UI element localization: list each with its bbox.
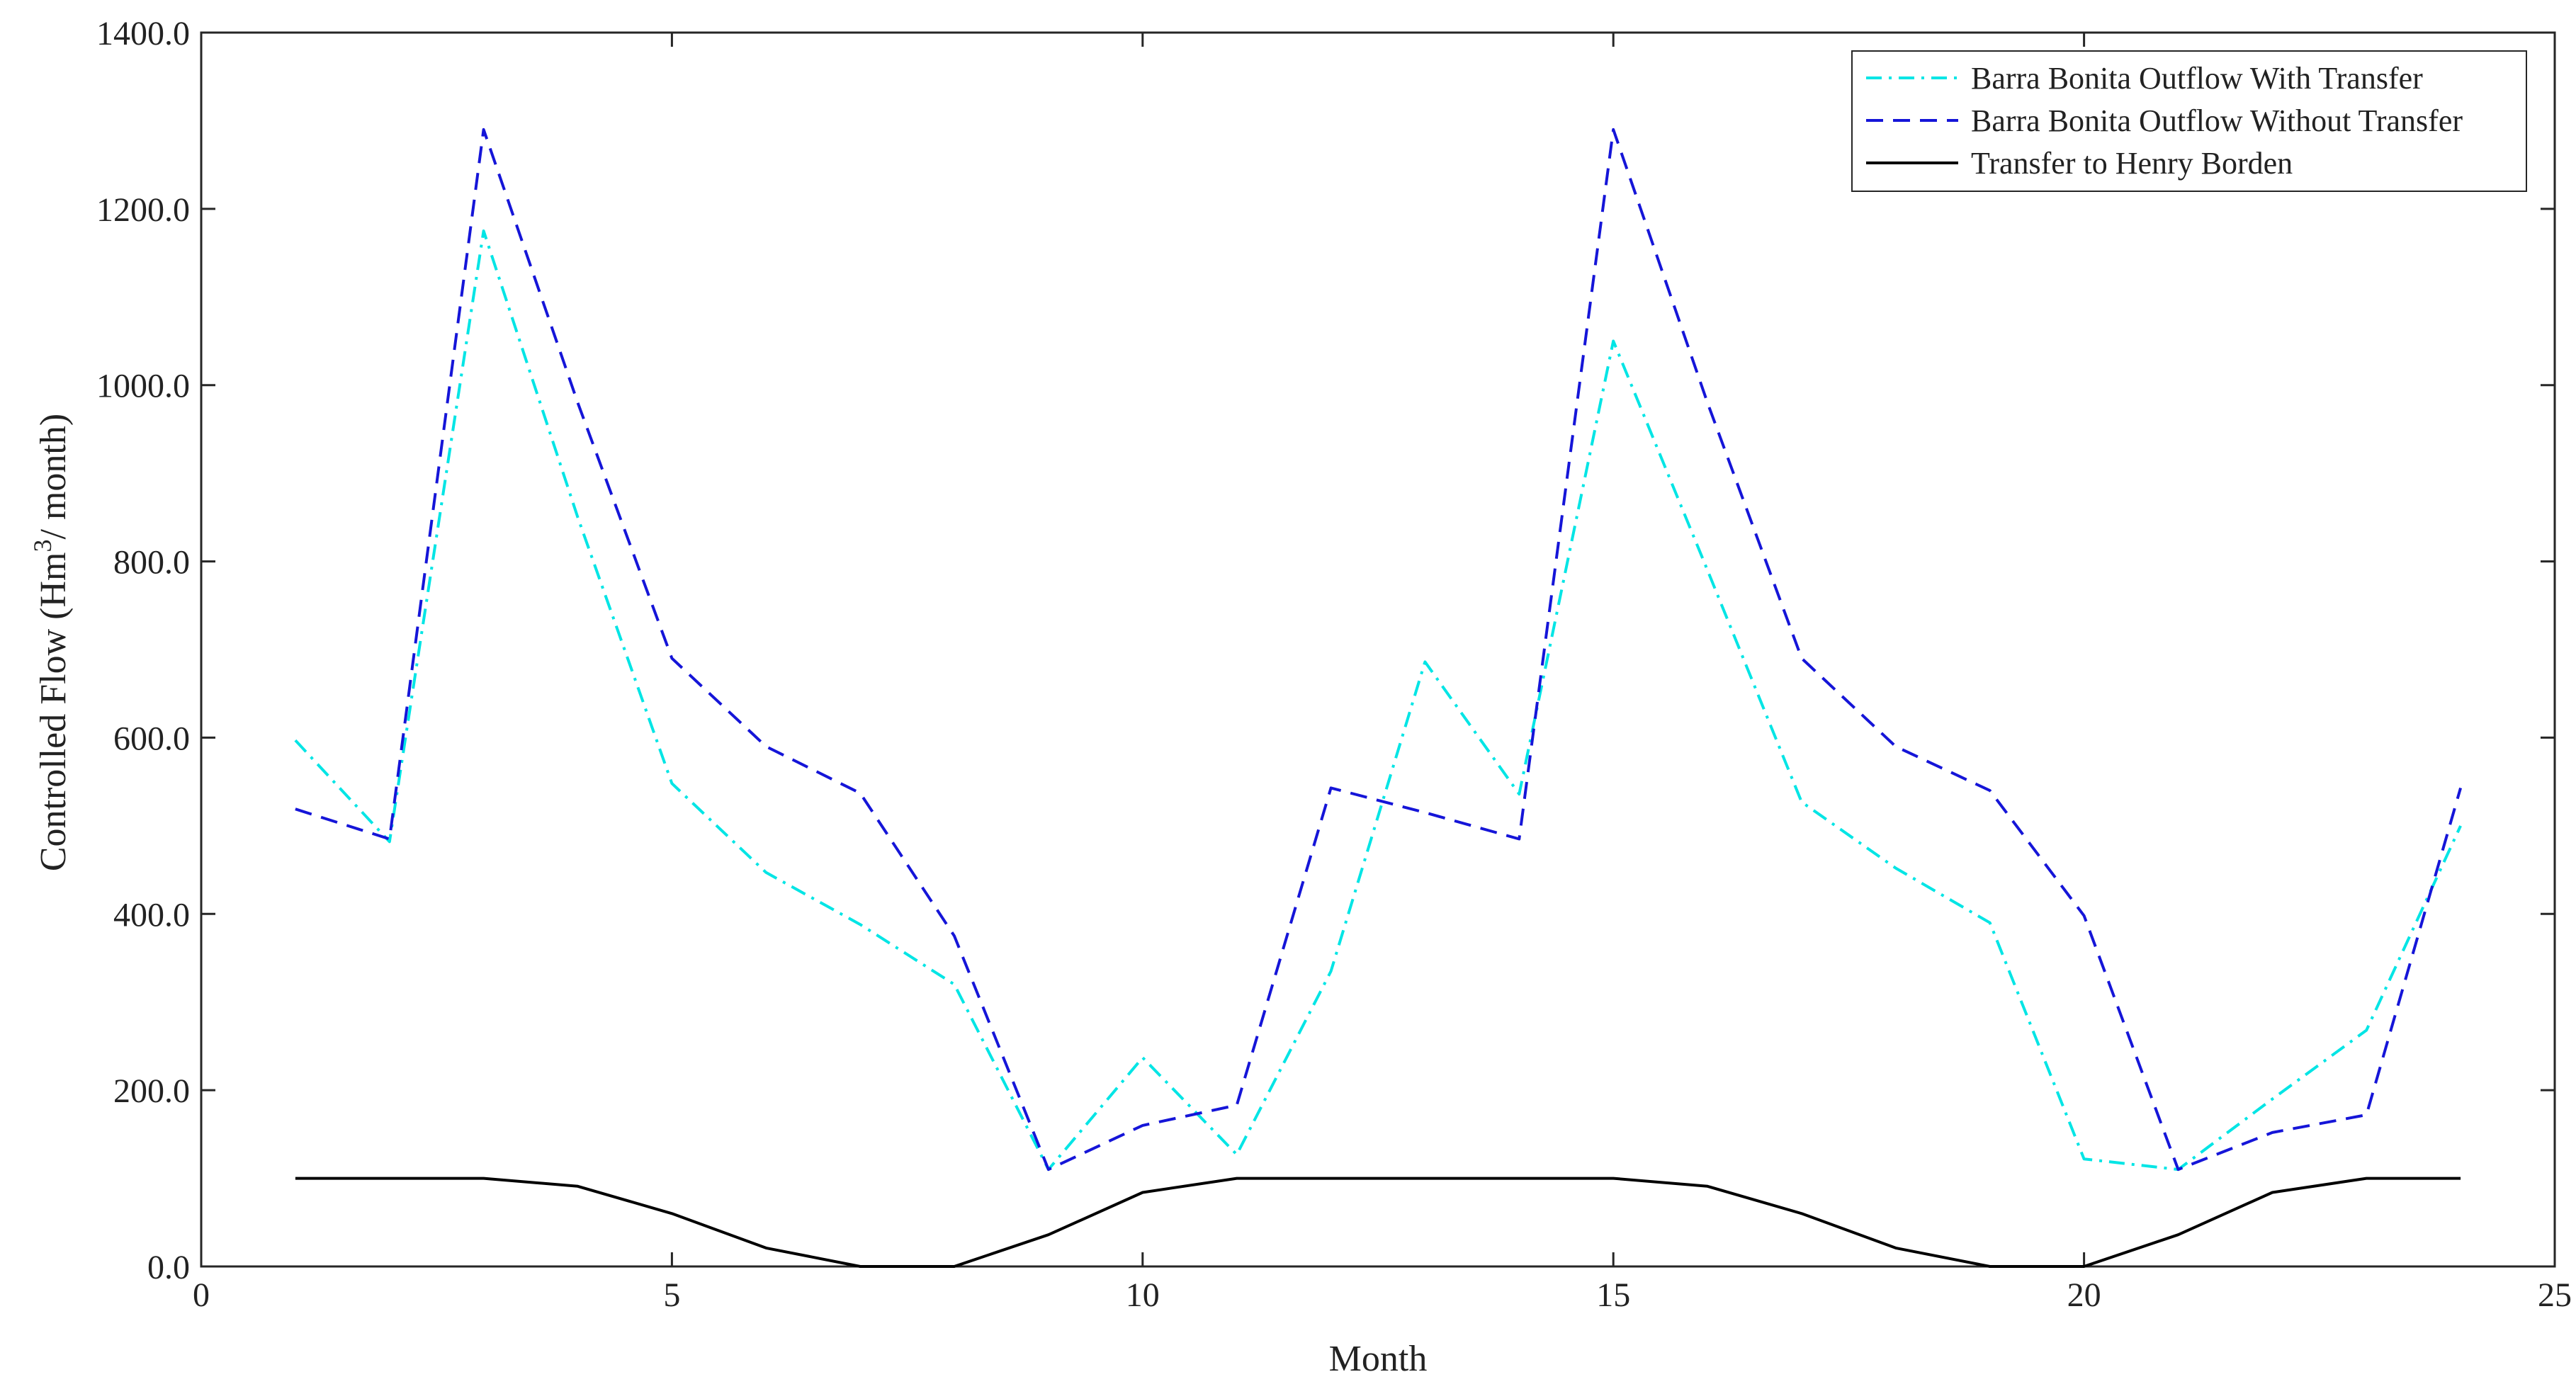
legend-label-1: Barra Bonita Outflow With Transfer	[1971, 61, 2423, 96]
legend: Barra Bonita Outflow With Transfer Barra …	[1851, 50, 2527, 192]
y-tick-label: 400.0	[113, 896, 190, 934]
x-tick-label: 25	[2538, 1276, 2572, 1314]
x-tick-label: 15	[1596, 1276, 1630, 1314]
y-axis-title-suffix: / month)	[33, 414, 74, 540]
x-tick-label: 20	[2067, 1276, 2101, 1314]
x-tick-label: 0	[193, 1276, 210, 1314]
y-tick-label: 1400.0	[96, 15, 190, 52]
series-line-1	[294, 229, 2462, 1172]
series-line-2	[295, 127, 2463, 1172]
y-tick-label: 1200.0	[96, 191, 190, 229]
legend-label-2: Barra Bonita Outflow Without Transfer	[1971, 103, 2463, 138]
series-line-3	[295, 1177, 2461, 1268]
x-tick-label: 5	[663, 1276, 680, 1314]
y-axis-title: Controlled Flow (Hm3/ month)	[28, 414, 74, 871]
y-tick-label: 0.0	[147, 1249, 190, 1286]
legend-box	[1851, 50, 2527, 192]
axes: 0 5 10 15 20 25 0.0 200.0 400.0 600.0 800.0 1000.0 1…	[96, 15, 2572, 1314]
series-lines	[294, 127, 2463, 1268]
x-axis-title: Month	[1329, 1339, 1428, 1379]
y-tick-label: 600.0	[113, 720, 190, 757]
y-axis-title-superscript: 3	[28, 540, 57, 552]
y-tick-label: 1000.0	[96, 368, 190, 405]
y-tick-label: 200.0	[113, 1072, 190, 1110]
y-tick-label: 800.0	[113, 544, 190, 582]
plot-frame	[200, 31, 2556, 1268]
legend-label-3: Transfer to Henry Borden	[1971, 146, 2293, 181]
x-tick-label: 10	[1126, 1276, 1160, 1314]
y-axis-title-prefix: Controlled Flow (Hm	[33, 552, 74, 872]
